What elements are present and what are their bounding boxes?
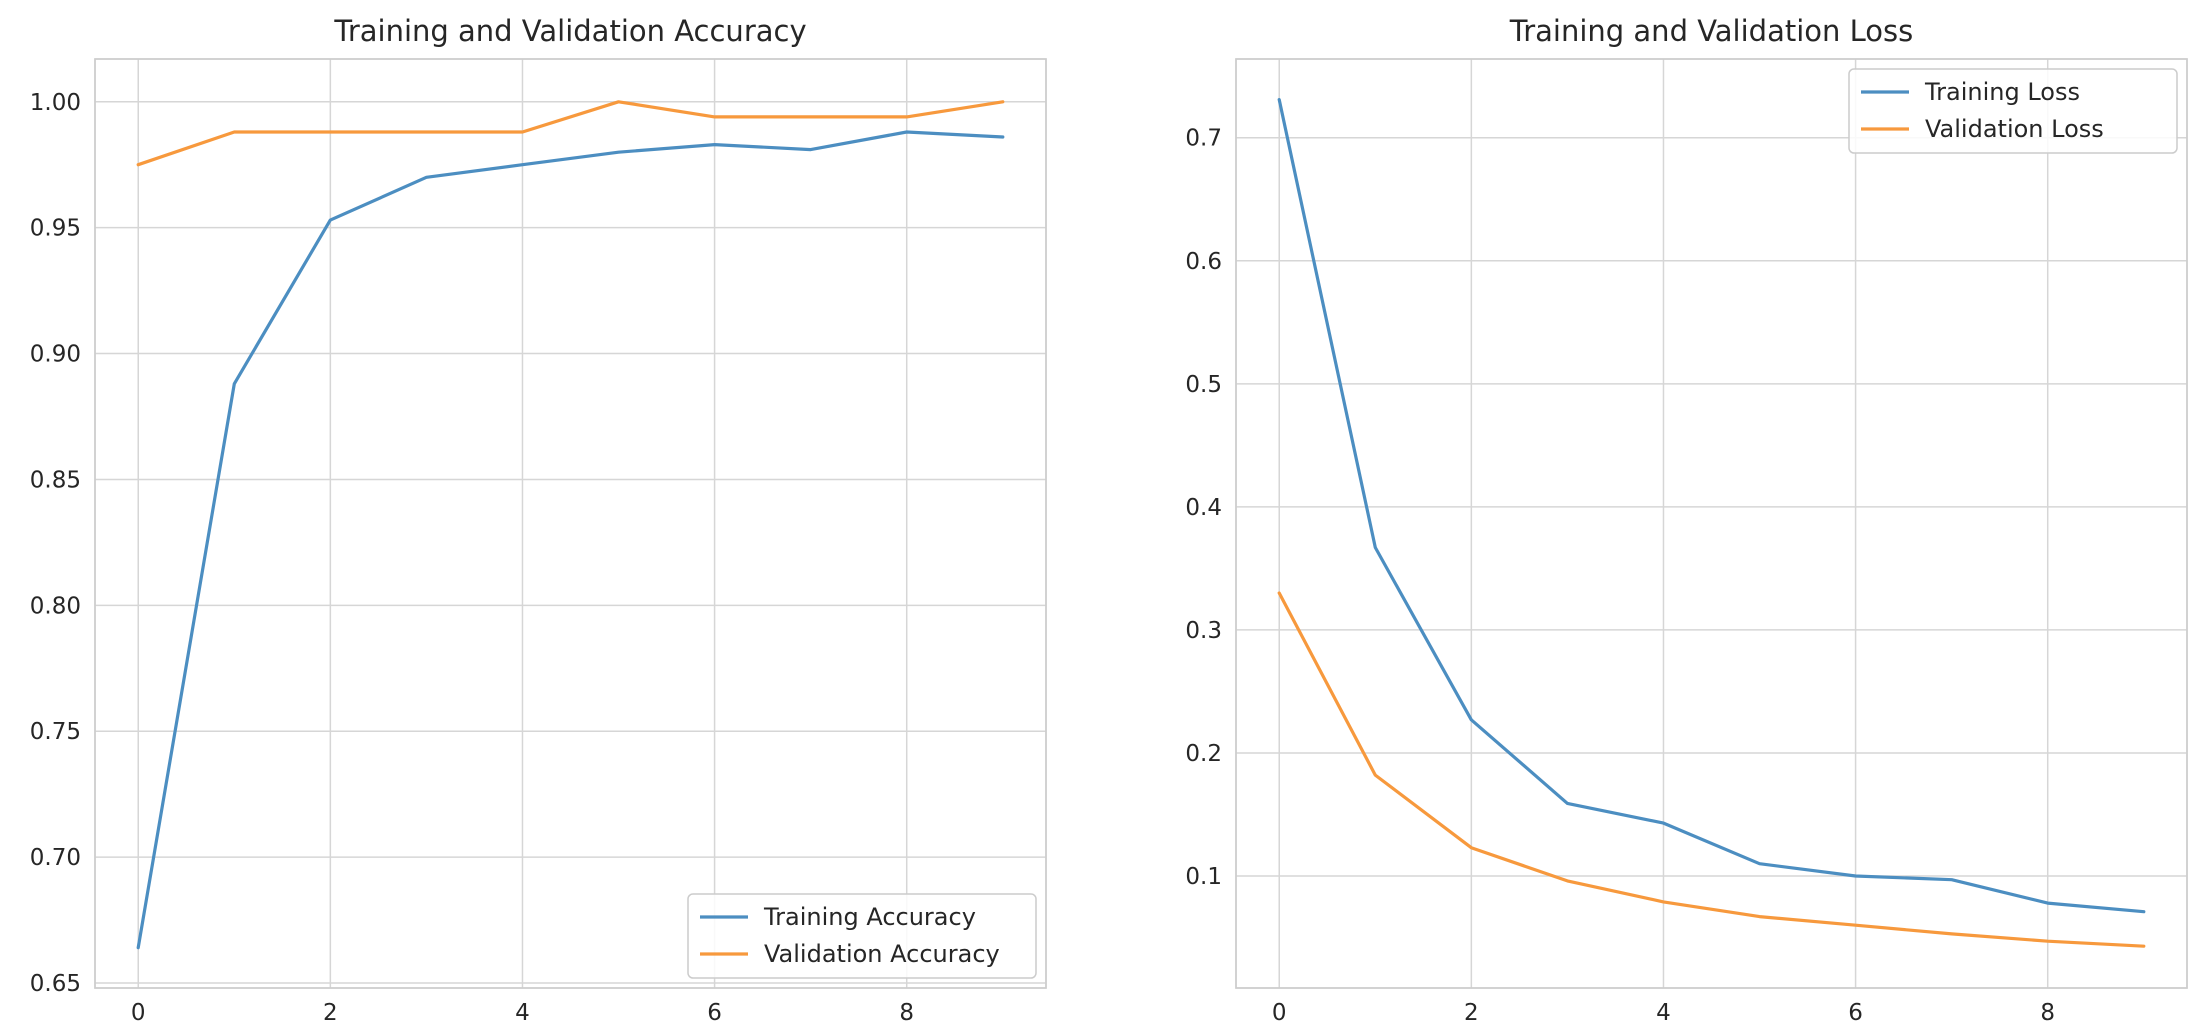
legend-entry-label: Training Loss [1924, 78, 2080, 106]
y-tick-label: 0.4 [1185, 495, 1222, 521]
x-tick-label: 0 [1272, 1000, 1287, 1026]
x-tick-label: 0 [131, 1000, 146, 1026]
y-tick-label: 0.85 [30, 467, 81, 493]
x-tick-label: 6 [1848, 1000, 1863, 1026]
legend-frame [1848, 68, 2178, 154]
plot-area [94, 58, 1047, 989]
y-tick-label: 0.70 [30, 845, 81, 871]
y-tick-label: 0.6 [1185, 249, 1222, 275]
chart-title: Training and Validation Accuracy [333, 14, 806, 48]
y-tick-label: 0.90 [30, 342, 81, 368]
x-tick-label: 6 [707, 1000, 722, 1026]
y-tick-label: 0.80 [30, 593, 81, 619]
series-line-validation-loss [1277, 591, 2146, 948]
legend-entry-label: Training Accuracy [763, 903, 976, 931]
series-line-training-accuracy [136, 130, 1005, 950]
x-tick-label: 4 [515, 1000, 530, 1026]
legend: Training Loss Validation Loss [1848, 68, 2178, 154]
x-tick-label: 2 [323, 1000, 338, 1026]
series-line-validation-accuracy [136, 100, 1005, 167]
y-tick-label: 0.1 [1185, 864, 1222, 890]
x-tick-label: 8 [2040, 1000, 2055, 1026]
y-tick-label: 0.75 [30, 719, 81, 745]
y-tick-label: 0.2 [1185, 741, 1222, 767]
axes-spine [1235, 58, 2188, 989]
axes-spine [94, 58, 1047, 989]
legend-entry-label: Validation Accuracy [764, 940, 1000, 968]
y-tick-label: 0.95 [30, 216, 81, 242]
y-tick-label: 0.7 [1185, 126, 1222, 152]
series-line-training-loss [1277, 97, 2146, 914]
legend: Training Accuracy Validation Accuracy [687, 893, 1037, 979]
y-tick-label: 1.00 [30, 90, 81, 116]
chart-title: Training and Validation Loss [1509, 14, 1913, 48]
y-tick-label: 0.3 [1185, 618, 1222, 644]
legend-entry-label: Validation Loss [1925, 115, 2104, 143]
legend-frame [687, 893, 1037, 979]
chart-panel-accuracy: 0 2 4 6 8 0.65 0.70 0.75 0.80 0.85 0.90 0.95 1.00 Tra… [30, 14, 1047, 1026]
plot-area [1235, 58, 2188, 989]
chart-panel-loss: 0 2 4 6 8 0.1 0.2 0.3 0.4 0.5 0.6 0.7 Training and V… [1185, 14, 2188, 1026]
x-tick-label: 4 [1656, 1000, 1671, 1026]
y-tick-label: 0.65 [30, 971, 81, 997]
y-tick-label: 0.5 [1185, 372, 1222, 398]
x-tick-label: 2 [1464, 1000, 1479, 1026]
x-tick-label: 8 [899, 1000, 914, 1026]
